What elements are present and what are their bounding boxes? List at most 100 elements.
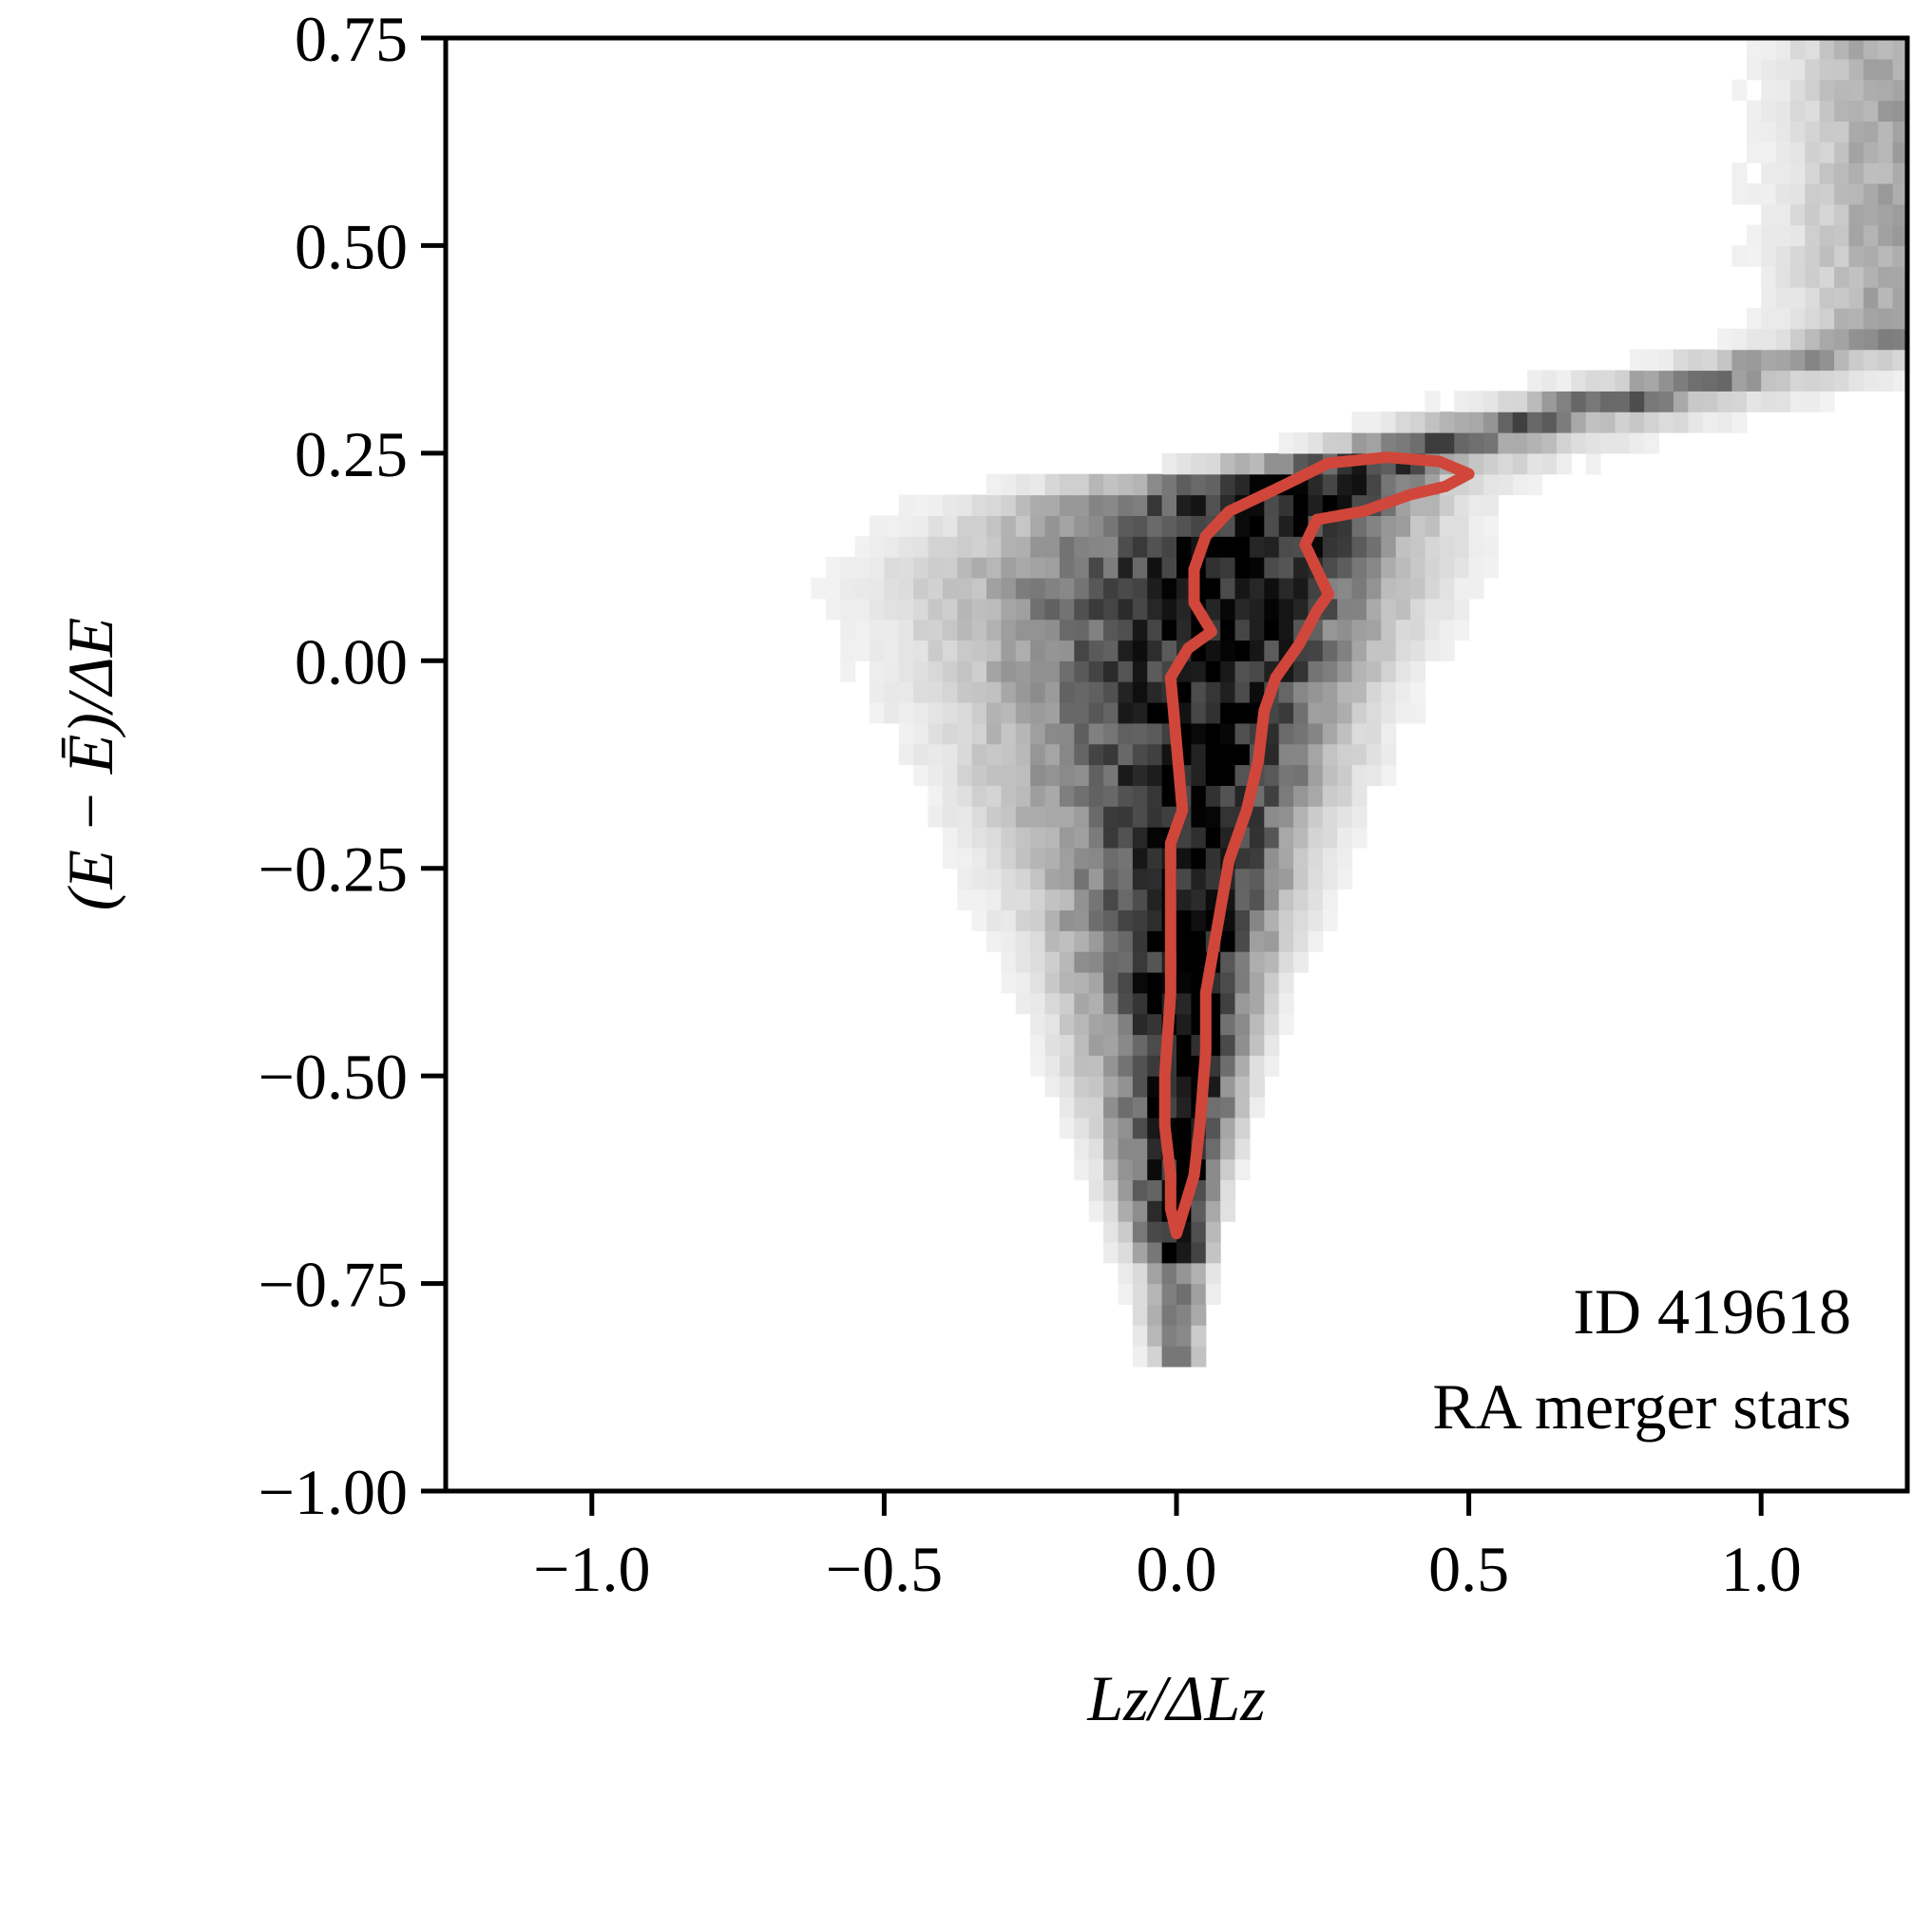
heatmap-cell [1878,121,1894,143]
heatmap-cell [1775,79,1791,102]
heatmap-cell [1118,1096,1134,1119]
heatmap-cell [1351,681,1368,703]
heatmap-cell [1234,971,1251,994]
heatmap-cell [1176,1055,1192,1077]
heatmap-cell [1001,701,1017,724]
heatmap-cell [1118,1117,1134,1139]
heatmap-cell [1205,1117,1221,1139]
heatmap-cell [1249,577,1265,600]
heatmap-cell [1176,494,1192,516]
heatmap-cell [1176,930,1192,952]
heatmap-cell [1702,370,1718,392]
heatmap-cell [1775,203,1791,226]
heatmap-cell [1351,640,1368,661]
heatmap-cell [1337,868,1353,890]
heatmap-cell [1161,640,1177,661]
heatmap-cell [1264,577,1280,600]
heatmap-cell [1220,806,1236,828]
heatmap-cell [1264,515,1280,537]
heatmap-cell [1044,577,1061,600]
heatmap-cell [1746,142,1762,163]
heatmap-cell [942,598,958,621]
heatmap-cell [1205,1158,1221,1180]
heatmap-cell [1892,328,1907,351]
heatmap-cell [1264,930,1280,952]
heatmap-cell [1103,1055,1119,1077]
heatmap-cell [1395,557,1411,579]
heatmap-cell [1147,598,1163,621]
heatmap-cell [928,764,944,786]
heatmap-cell [1878,370,1894,392]
heatmap-cell [1147,619,1163,641]
heatmap-cell [1351,598,1368,621]
heatmap-cell [913,494,929,516]
heatmap-cell [1059,577,1075,600]
heatmap-cell [1863,38,1879,60]
heatmap-cell [1132,619,1148,641]
heatmap-cell [1761,121,1777,143]
heatmap-cell [1234,681,1251,703]
heatmap-cell [1731,391,1748,412]
heatmap-cell [1088,1096,1104,1119]
heatmap-cell [1482,536,1499,558]
heatmap-cell [1191,681,1207,703]
heatmap-cell [1278,951,1294,973]
heatmap-cell [1088,764,1104,786]
heatmap-cell [1834,245,1850,267]
heatmap-cell [1278,494,1294,516]
heatmap-cell [1585,411,1601,433]
heatmap-cell [1074,868,1090,890]
heatmap-cell [1293,951,1310,973]
heatmap-cell [884,577,900,600]
heatmap-cell [1118,1158,1134,1180]
heatmap-cell [1030,557,1046,579]
heatmap-cell [1746,370,1762,392]
heatmap-cell [986,764,1003,786]
heatmap-cell [1118,1013,1134,1036]
heatmap-cell [1147,1325,1163,1347]
heatmap-cell [1234,598,1251,621]
heatmap-cell [1658,370,1674,392]
heatmap-cell [1015,806,1031,828]
heatmap-cell [1205,1283,1221,1306]
heatmap-cell [1074,619,1090,641]
heatmap-cell [1001,930,1017,952]
heatmap-cell [1381,619,1397,641]
heatmap-cell [1293,681,1310,703]
heatmap-cell [1059,992,1075,1015]
heatmap-cell [1366,598,1382,621]
heatmap-cell [1132,660,1148,682]
heatmap-cell [1366,473,1382,496]
heatmap-cell [1147,951,1163,973]
heatmap-cell [1366,743,1382,766]
heatmap-cell [1234,1013,1251,1036]
heatmap-cell [1176,1076,1192,1098]
heatmap-cell [913,722,929,745]
heatmap-cell [1059,930,1075,952]
heatmap-cell [1351,577,1368,600]
heatmap-cell [957,743,973,766]
heatmap-cell [1059,743,1075,766]
heatmap-cell [1892,142,1907,163]
heatmap-cell [1234,930,1251,952]
heatmap-cell [1482,494,1499,516]
heatmap-cell [1191,806,1207,828]
heatmap-cell [1775,349,1791,372]
heatmap-cell [1103,806,1119,828]
heatmap-cell [1030,889,1046,910]
heatmap-cell [1439,494,1455,516]
x-tick-label: −1.0 [533,1533,650,1605]
heatmap-cell [1220,1117,1236,1139]
heatmap-cell [1015,660,1031,682]
heatmap-cell [1176,577,1192,600]
heatmap-cell [1205,681,1221,703]
heatmap-cell [1103,1076,1119,1098]
heatmap-cell [1001,889,1017,910]
heatmap-cell [1044,951,1061,973]
heatmap-cell [1059,806,1075,828]
heatmap-cell [1789,224,1806,247]
heatmap-cell [1118,494,1134,516]
heatmap-cell [942,681,958,703]
heatmap-cell [1118,827,1134,849]
heatmap-cell [1132,785,1148,807]
